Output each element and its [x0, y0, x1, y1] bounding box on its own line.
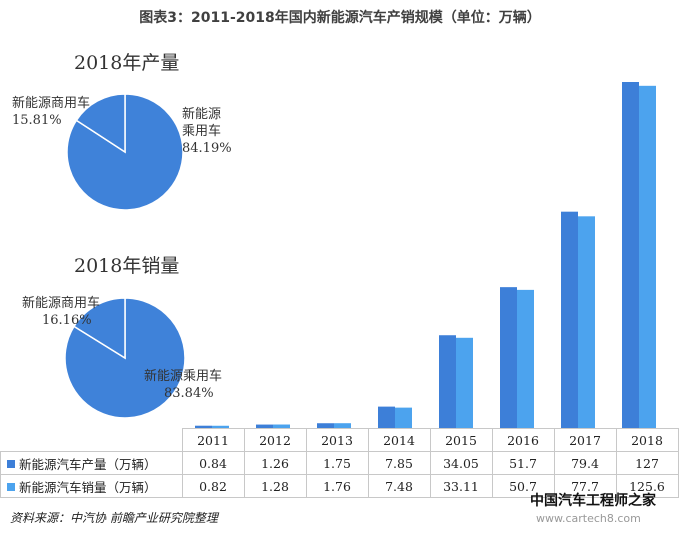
pie-charts — [64, 93, 186, 419]
legend-swatch-production — [7, 459, 15, 468]
legend-sales-label: 新能源汽车销量（万辆） — [19, 479, 157, 495]
pie-production-commercial-label: 新能源商用车 15.81% — [12, 95, 90, 129]
pie-production-commercial-name: 新能源商用车 — [12, 96, 91, 111]
pie-production-title: 2018年产量 — [74, 52, 180, 74]
watermark-url: www.cartech8.com — [536, 512, 641, 525]
table-cell: 34.05 — [429, 451, 493, 475]
bar-sales-2018 — [639, 85, 656, 428]
table-header-cell: 2013 — [305, 428, 369, 452]
table-header-cell: 2012 — [243, 428, 307, 452]
pie-production-slice-commercial — [75, 93, 126, 154]
table-header-row: 2011 2012 2013 2014 2015 2016 2017 2018 — [1, 428, 679, 452]
bar-sales-2015 — [456, 337, 473, 428]
pie-sales-passenger-name: 新能源乘用车 — [144, 369, 223, 384]
pie-production-passenger-value: 84.19% — [182, 141, 232, 156]
pie-sales-commercial-name: 新能源商用车 — [22, 296, 101, 311]
table-row-sales: 新能源汽车销量（万辆） 0.82 1.28 1.76 7.48 33.11 50… — [0, 474, 679, 498]
table-cell: 127 — [615, 451, 679, 475]
table-cell: 0.84 — [181, 451, 245, 475]
table-cell: 1.26 — [243, 451, 307, 475]
data-table: 2011 2012 2013 2014 2015 2016 2017 2018 … — [0, 428, 679, 498]
bar-production-2017 — [561, 211, 578, 428]
bar-sales-2013 — [334, 423, 351, 428]
bar-sales-2017 — [578, 216, 595, 428]
table-header-cell: 2015 — [429, 428, 493, 452]
bar-sales-2014 — [395, 407, 412, 428]
bar-production-2018 — [622, 82, 639, 428]
legend-sales: 新能源汽车销量（万辆） — [0, 474, 183, 498]
bar-sales-2016 — [517, 289, 534, 428]
table-header-cell: 2018 — [615, 428, 679, 452]
table-header-cell: 2016 — [491, 428, 555, 452]
table-header-cell: 2014 — [367, 428, 431, 452]
bar-production-2012 — [256, 424, 273, 428]
table-row-production: 新能源汽车产量（万辆） 0.84 1.26 1.75 7.85 34.05 51… — [0, 451, 679, 475]
table-cell: 7.48 — [367, 474, 431, 498]
pie-production-passenger-name-1: 新能源 — [182, 107, 222, 122]
table-cell: 51.7 — [491, 451, 555, 475]
table-cell: 0.82 — [181, 474, 245, 498]
source-note: 资料来源：中汽协 前瞻产业研究院整理 — [10, 511, 218, 525]
table-header-cell: 2011 — [181, 428, 245, 452]
pie-sales-title: 2018年销量 — [74, 255, 180, 277]
bar-production-2015 — [439, 335, 456, 428]
bar-production-2011 — [195, 425, 212, 428]
bar-sales-2011 — [212, 425, 229, 428]
pie-sales-slice-commercial — [72, 297, 126, 360]
table-cell: 125.6 — [615, 474, 679, 498]
bar-production-2013 — [317, 423, 334, 428]
bar-chart-plot — [195, 82, 656, 428]
bar-sales-2012 — [273, 424, 290, 428]
chart-title: 图表3：2011-2018年国内新能源汽车产销规模（单位：万辆） — [139, 10, 541, 26]
pie-production-commercial-value: 15.81% — [12, 113, 62, 128]
bar-production-2016 — [500, 287, 517, 428]
pie-production-passenger-name-2: 乘用车 — [182, 124, 222, 139]
table-cell: 1.28 — [243, 474, 307, 498]
watermark-text: 中国汽车工程师之家 — [530, 493, 656, 509]
table-cell: 79.4 — [553, 451, 617, 475]
legend-production: 新能源汽车产量（万辆） — [0, 451, 183, 475]
table-header-cell: 2017 — [553, 428, 617, 452]
table-cell: 1.76 — [305, 474, 369, 498]
pie-sales-commercial-label: 新能源商用车 16.16% — [22, 295, 100, 329]
table-cell: 33.11 — [429, 474, 493, 498]
legend-swatch-sales — [7, 482, 15, 491]
table-cell: 1.75 — [305, 451, 369, 475]
pie-sales-passenger-label: 新能源乘用车 83.84% — [144, 368, 222, 402]
table-cell: 50.7 — [491, 474, 555, 498]
pie-production-passenger-label: 新能源 乘用车 84.19% — [182, 106, 232, 157]
legend-production-label: 新能源汽车产量（万辆） — [19, 456, 157, 472]
bar-production-2014 — [378, 406, 395, 428]
pie-sales-commercial-value: 16.16% — [42, 313, 92, 328]
pie-sales-passenger-value: 83.84% — [164, 386, 214, 401]
table-cell: 7.85 — [367, 451, 431, 475]
